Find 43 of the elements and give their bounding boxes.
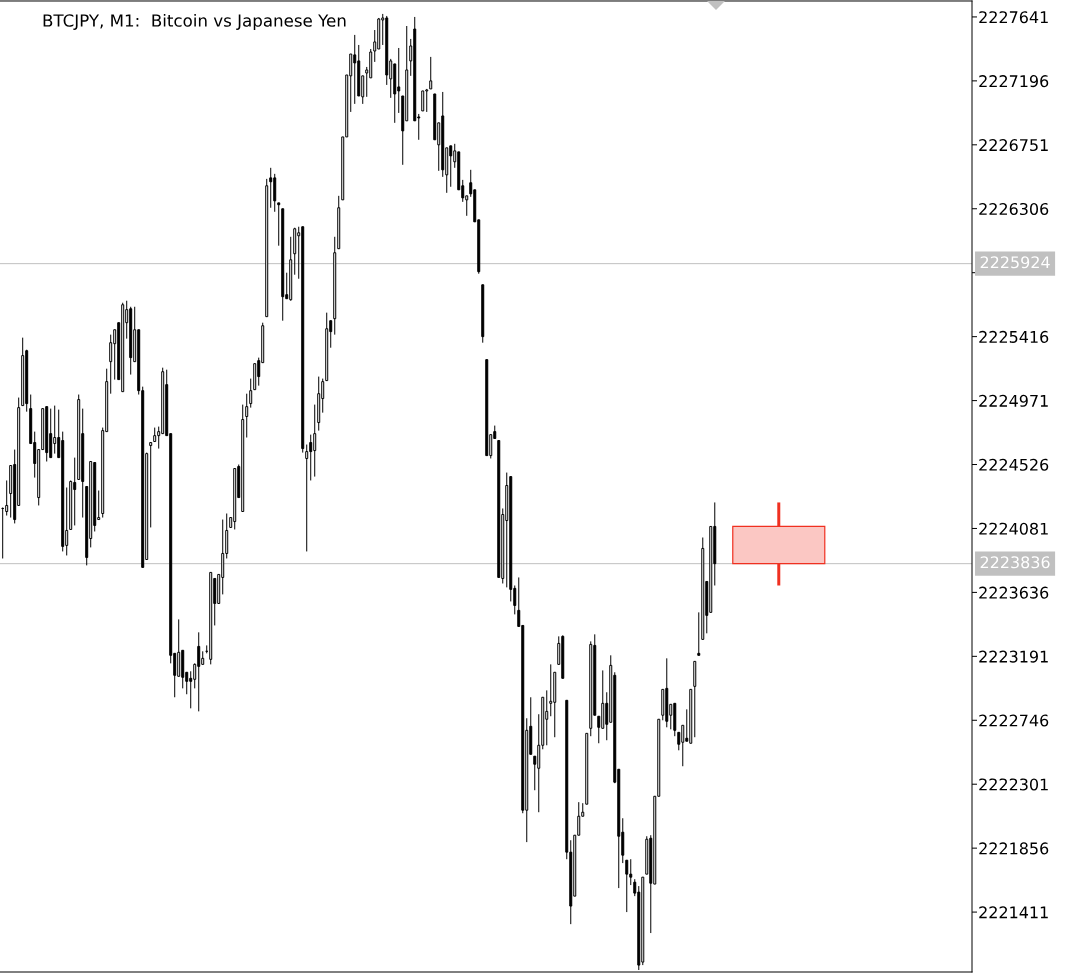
candlestick [305,444,309,552]
candlestick [273,173,277,213]
y-tick-label: 2221411 [979,906,1048,919]
y-tick-label: 2222746 [979,714,1049,727]
candlestick [249,378,253,409]
candlestick [269,167,273,209]
candlestick [245,393,249,438]
candlestick [149,442,153,528]
y-tick-label: 2224526 [979,458,1049,471]
y-tick-label: 2224081 [979,522,1048,535]
y-tick-label: 2225416 [979,330,1049,343]
candlestick [313,404,317,478]
candlestick [629,858,633,886]
candlestick [177,618,181,677]
candlestick [697,611,701,656]
candlestick [421,90,425,112]
y-tick-label: 2224971 [979,394,1048,407]
candlestick [397,47,401,114]
candlestick [429,56,433,90]
candlestick [73,457,77,526]
candlestick [5,479,9,517]
y-tick-label: 2223636 [979,586,1049,599]
candlestick [309,434,313,481]
y-tick-label: 2227196 [979,75,1049,88]
candlestick [277,202,281,247]
candlestick [449,145,453,188]
y-tick-label: 2226751 [979,139,1048,152]
y-tick-label: 2227641 [979,11,1048,24]
text: BTCJPY, M1: Bitcoin vs Japanese Yen [43,13,346,31]
ref-line-label: 2223836 [980,556,1050,569]
candlestick [353,34,357,105]
y-tick-label: 2221856 [979,842,1049,855]
candlestick [681,724,685,767]
candlestick [53,405,57,455]
y-tick-label: 2226306 [979,202,1049,216]
candlestick [625,859,629,913]
y-tick-label: 2222301 [979,778,1048,791]
candlestick [549,663,553,717]
y-tick-label: 2223191 [979,650,1048,663]
candlestick [545,689,549,746]
candlestick [49,408,53,459]
ref-line-label: 2225924 [980,256,1050,269]
candlestick [197,631,201,712]
